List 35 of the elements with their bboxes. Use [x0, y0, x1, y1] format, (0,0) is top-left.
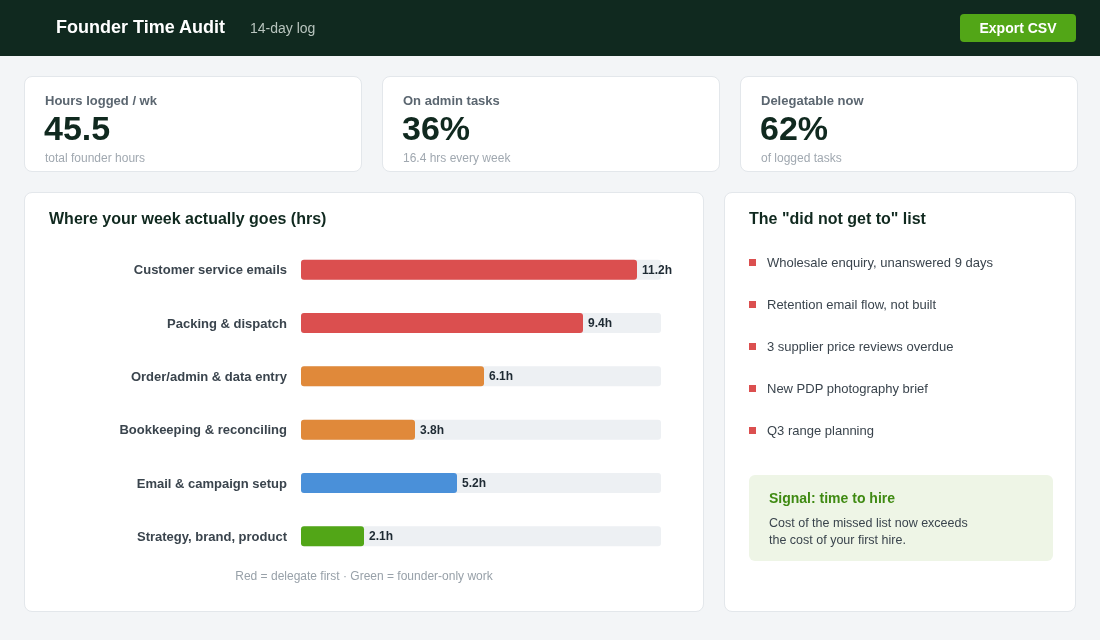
- text: The "did not get to" list: [749, 210, 926, 228]
- text: On admin tasks: [403, 93, 500, 108]
- y-tick-label: Email & campaign setup: [136, 475, 288, 491]
- text: 16.4 hrs every week: [403, 151, 511, 165]
- text: Hours logged / wk: [45, 93, 157, 108]
- y-tick-label: Bookkeeping & reconciling: [119, 422, 288, 438]
- text: 45.5: [44, 109, 111, 148]
- text: 36%: [402, 109, 471, 148]
- text: New PDP photography brief: [767, 381, 928, 396]
- text: 62%: [760, 109, 829, 148]
- y-tick-label: Packing & dispatch: [167, 315, 288, 331]
- data-label: 3.8h: [420, 422, 445, 437]
- export-button[interactable]: Export CSV: [960, 14, 1076, 42]
- text: total founder hours: [45, 151, 146, 165]
- data-label: 5.2h: [462, 476, 487, 490]
- text: 14-day log: [250, 20, 316, 36]
- data-label: 11.2h: [642, 262, 673, 277]
- text: Retention email flow, not built: [767, 297, 937, 312]
- text: Red = delegate first · Green = founder-only work: [234, 569, 494, 583]
- y-tick-label: Order/admin & data entry: [130, 368, 288, 384]
- y-tick-label: Strategy, brand, product: [137, 528, 288, 544]
- data-label: 9.4h: [588, 316, 613, 330]
- text: of logged tasks: [761, 151, 842, 165]
- bar: [301, 526, 364, 547]
- text: Cost of the missed list now exceeds the cost of your first hire.: [769, 515, 969, 549]
- text: Signal: time to hire: [769, 490, 896, 506]
- text: Wholesale enquiry, unanswered 9 days: [767, 255, 993, 270]
- chart-title: Where your week actually goes (hrs): [49, 210, 327, 228]
- text: 3 supplier price reviews overdue: [767, 339, 954, 354]
- data-label: 2.1h: [369, 529, 394, 544]
- data-label: 6.1h: [489, 369, 514, 384]
- text: Delegatable now: [761, 93, 864, 108]
- y-tick-label: Customer service emails: [133, 262, 287, 278]
- text: Q3 range planning: [767, 423, 874, 438]
- text: Founder Time Audit: [56, 17, 225, 38]
